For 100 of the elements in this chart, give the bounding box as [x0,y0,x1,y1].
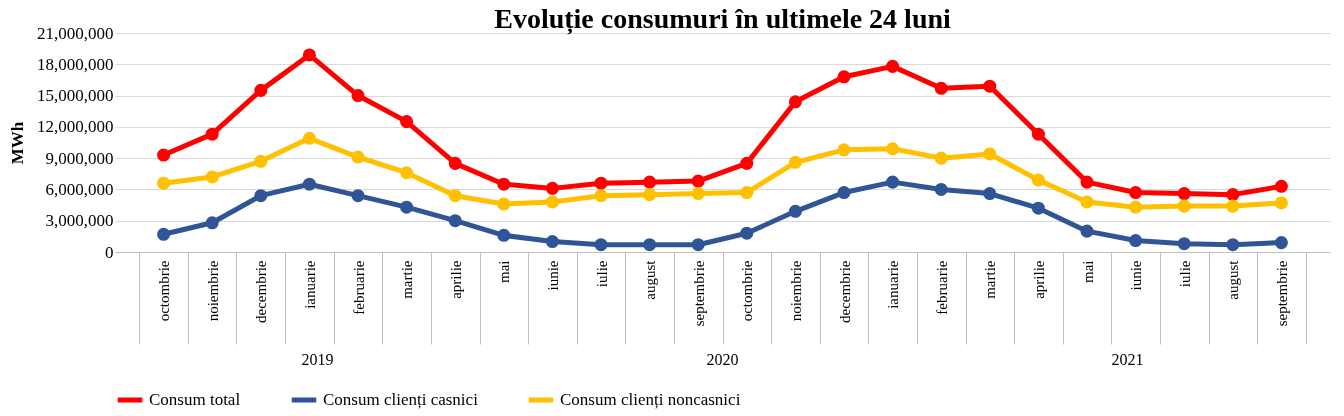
x-tick-label: noiembrie [204,260,221,322]
point [643,188,657,202]
point [934,81,948,95]
x-tick-label: martie [982,260,999,299]
point [545,181,559,195]
point [205,170,219,184]
point [691,187,705,201]
point [1031,127,1045,141]
point [351,89,365,103]
y-tick-label: 15,000,000 [37,86,114,106]
x-tick-label: mai [1079,260,1096,283]
point [837,143,851,157]
y-tick-label: 21,000,000 [37,23,114,43]
point [1080,175,1094,189]
x-tick-label: iulie [1176,260,1193,288]
point [1080,195,1094,209]
x-tick-label: septembrie [690,260,707,327]
point [351,150,365,164]
point [934,151,948,165]
x-tick-label: august [642,259,659,300]
point [157,148,171,162]
point [691,238,705,252]
point [934,182,948,196]
y-tick-label: 18,000,000 [37,54,114,74]
legend-label: Consum clienți noncasnici [560,390,741,409]
point [837,186,851,200]
point [594,176,608,190]
point [740,226,754,240]
point [254,189,268,203]
point [497,177,511,191]
point [740,186,754,200]
chart-title: Evoluție consumuri în ultimele 24 luni [494,3,952,35]
point [1274,196,1288,210]
y-tick-label: 0 [105,242,114,262]
point [837,70,851,84]
point [788,95,802,109]
point [983,147,997,161]
y-tick-label: 12,000,000 [37,117,114,137]
point [302,48,316,62]
point [1080,224,1094,238]
point [205,127,219,141]
text: 2019 [301,351,334,368]
point [1031,173,1045,187]
point [497,228,511,242]
x-tick-label: decembrie [836,260,853,323]
x-tick-label: octombrie [156,260,173,322]
point [1129,186,1143,200]
point [1274,236,1288,250]
point [594,189,608,203]
x-tick-label: iunie [544,260,561,291]
point [400,115,414,129]
point [351,189,365,203]
point [205,216,219,230]
point [157,176,171,190]
x-tick-label: iunie [1128,260,1145,291]
point [302,131,316,145]
x-tick-label: martie [399,260,416,299]
x-tick-label: septembrie [1273,260,1290,327]
point [594,238,608,252]
point [448,189,462,203]
point [1129,200,1143,214]
point [886,175,900,189]
y-tick-label: 9,000,000 [45,148,114,168]
point [1177,237,1191,251]
x-tick-label: iulie [593,260,610,288]
y-tick-label: 6,000,000 [45,179,114,199]
y-tick-label: 3,000,000 [45,211,114,231]
point [740,156,754,170]
point [157,227,171,241]
point [497,197,511,211]
x-tick-label: aprilie [1030,260,1047,299]
x-tick-label: februarie [350,260,367,315]
point [1177,199,1191,213]
text: 2020 [706,351,739,368]
point [983,187,997,201]
point [400,200,414,214]
point [545,235,559,249]
point [1226,188,1240,202]
x-tick-label: octombrie [739,260,756,322]
point [788,155,802,169]
point [691,174,705,188]
point [1129,234,1143,248]
point [788,204,802,218]
point [886,59,900,73]
point [1226,238,1240,252]
point [448,156,462,170]
point [400,166,414,180]
y-axis-title: MWh [8,121,27,165]
point [254,83,268,97]
x-tick-label: mai [496,260,513,283]
point [1226,199,1240,213]
x-tick-label: aprilie [447,260,464,299]
x-tick-label: ianuarie [885,260,902,309]
legend-label: Consum clienți casnici [323,390,479,409]
point [254,154,268,168]
x-tick-label: februarie [933,260,950,315]
point [302,177,316,191]
point [1274,179,1288,193]
x-tick-label: august [1225,259,1242,300]
point [886,142,900,156]
